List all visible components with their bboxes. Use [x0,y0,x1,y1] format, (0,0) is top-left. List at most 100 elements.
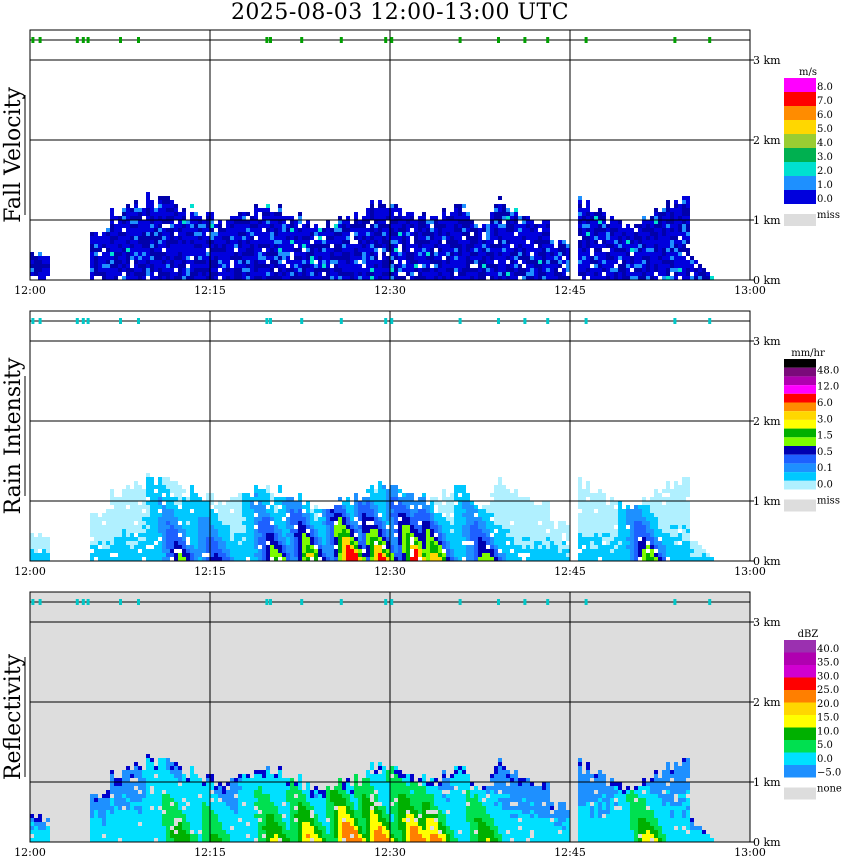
heatmap-cell [346,557,350,561]
heatmap-cell [346,232,350,236]
heatmap-cell [230,541,234,545]
heatmap-cell [682,549,686,553]
heatmap-cell [478,521,482,525]
heatmap-cell [458,260,462,264]
heatmap-cell [146,264,150,268]
heatmap-cell [390,272,394,276]
heatmap-cell [438,264,442,268]
heatmap-cell [166,501,170,505]
heatmap-cell [274,521,278,525]
heatmap-cell [262,240,266,244]
heatmap-cell [686,260,690,264]
heatmap-cell [126,806,130,810]
heatmap-cell [382,509,386,513]
panel-2: 12:00 12:15 12:30 12:45 13:000 km1 km2 km3 k… [1,310,840,578]
heatmap-cell [430,272,434,276]
heatmap-cell [262,236,266,240]
y-tick-label: 2 km [753,415,781,428]
heatmap-cell [390,260,394,264]
heatmap-cell [246,513,250,517]
heatmap-cell [106,232,110,236]
heatmap-cell [342,260,346,264]
heatmap-cell [510,216,514,220]
heatmap-cell [162,525,166,529]
heatmap-cell [362,541,366,545]
heatmap-cell [30,268,34,272]
heatmap-cell [662,537,666,541]
heatmap-cell [538,240,542,244]
heatmap-cell [306,545,310,549]
heatmap-cell [146,525,150,529]
heatmap-cell [474,521,478,525]
heatmap-cell [514,244,518,248]
heatmap-cell [274,236,278,240]
heatmap-cell [606,256,610,260]
heatmap-cell [222,244,226,248]
heatmap-cell [170,252,174,256]
heatmap-cell [210,256,214,260]
heatmap-cell [622,264,626,268]
heatmap-cell [526,545,530,549]
top-marker [119,318,122,324]
heatmap-cell [562,260,566,264]
heatmap-cell [250,501,254,505]
heatmap-cell [578,200,582,204]
heatmap-cell [174,505,178,509]
heatmap-cell [198,216,202,220]
heatmap-cell [678,549,682,553]
heatmap-cell [642,228,646,232]
heatmap-cell [682,529,686,533]
heatmap-cell [322,529,326,533]
heatmap-cell [118,224,122,228]
heatmap-cell [338,557,342,561]
heatmap-cell [506,533,510,537]
heatmap-cell [682,228,686,232]
heatmap-cell [102,810,106,814]
heatmap-cell [486,505,490,509]
heatmap-cell [650,256,654,260]
heatmap-cell [674,244,678,248]
heatmap-cell [274,272,278,276]
heatmap-cell [442,224,446,228]
heatmap-cell [362,224,366,228]
heatmap-cell [274,212,278,216]
top-marker [546,37,550,43]
heatmap-cell [702,268,706,272]
heatmap-cell [426,541,430,545]
heatmap-cell [398,224,402,228]
heatmap-cell [502,276,506,280]
heatmap-cell [538,264,542,268]
heatmap-cell [630,272,634,276]
heatmap-cell [514,208,518,212]
heatmap-cell [510,537,514,541]
heatmap-cell [142,244,146,248]
heatmap-cell [546,537,550,541]
heatmap-cell [490,549,494,553]
heatmap-cell [502,517,506,521]
heatmap-cell [430,220,434,224]
heatmap-cell [310,553,314,557]
heatmap-cell [234,501,238,505]
heatmap-cell [634,545,638,549]
heatmap-cell [366,517,370,521]
heatmap-cell [626,533,630,537]
heatmap-cell [542,228,546,232]
heatmap-cell [286,505,290,509]
heatmap-cell [674,557,678,561]
heatmap-cell [214,513,218,517]
heatmap-cell [594,248,598,252]
heatmap-cell [462,260,466,264]
heatmap-cell [122,212,126,216]
heatmap-cell [458,272,462,276]
heatmap-cell [390,264,394,268]
heatmap-cell [354,537,358,541]
heatmap-cell [618,228,622,232]
heatmap-cell [474,268,478,272]
heatmap-cell [510,252,514,256]
heatmap-cell [498,220,502,224]
heatmap-cell [482,505,486,509]
heatmap-cell [110,533,114,537]
heatmap-cell [146,557,150,561]
heatmap-cell [318,264,322,268]
heatmap-cell [190,268,194,272]
